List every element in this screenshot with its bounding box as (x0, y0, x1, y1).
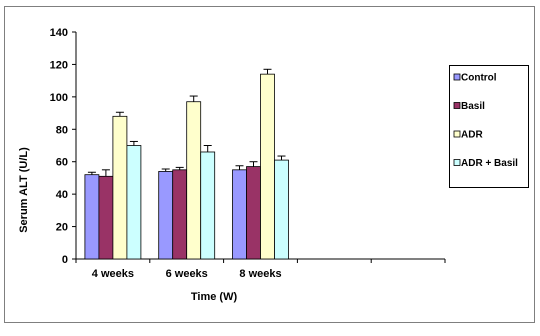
legend-swatch (453, 73, 461, 81)
y-tick-label: 40 (56, 189, 68, 201)
bar (232, 169, 247, 260)
legend-label: Control (461, 73, 497, 84)
legend-swatch (453, 130, 461, 138)
legend-box (449, 65, 529, 188)
bar (172, 169, 188, 260)
legend-swatch (453, 102, 461, 109)
bar (260, 73, 275, 260)
legend-label: ADR (461, 130, 483, 141)
x-axis-label: Time (W) (191, 291, 238, 303)
x-tick-label: 6 weeks (166, 268, 208, 280)
legend: Control Basil ADR ADR + Basil (449, 65, 529, 188)
x-tick-label: 8 weeks (239, 268, 281, 280)
bar (84, 174, 100, 260)
bar (274, 159, 289, 260)
bar (126, 145, 142, 260)
legend-swatch (453, 159, 461, 166)
legend-label: Basil (461, 101, 485, 112)
y-tick-label: 140 (50, 27, 68, 39)
y-axis-label: Serum ALT (U/L) (18, 147, 30, 233)
bar (186, 101, 202, 260)
bar (200, 151, 216, 260)
legend-label: ADR + Basil (461, 158, 518, 169)
bar (158, 171, 174, 260)
bar (112, 115, 128, 260)
x-tick-label: 4 weeks (92, 268, 134, 280)
y-tick-label: 80 (56, 124, 68, 136)
y-tick-label: 0 (62, 254, 68, 266)
y-tick-label: 60 (56, 157, 68, 169)
bar (246, 166, 261, 260)
y-tick-label: 120 (50, 59, 68, 71)
y-tick-label: 100 (50, 92, 68, 104)
y-tick-label: 20 (56, 222, 68, 234)
bar (98, 175, 114, 260)
